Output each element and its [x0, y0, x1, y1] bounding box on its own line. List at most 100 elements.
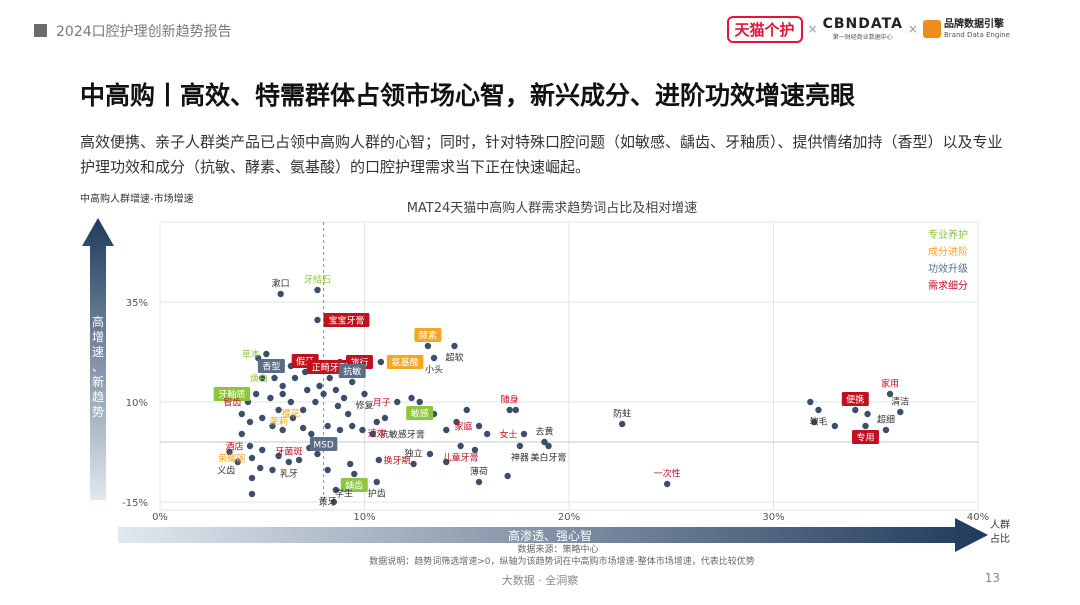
- data-point: [373, 478, 380, 486]
- data-point: [424, 342, 432, 350]
- data-label: 荣耀碗: [218, 452, 245, 464]
- data-point: [259, 446, 266, 454]
- data-label: 酒店: [225, 440, 243, 452]
- data-label: 抗敏感牙膏: [380, 428, 425, 440]
- data-point: [334, 402, 342, 410]
- data-point: [279, 426, 286, 434]
- data-point: [426, 450, 434, 458]
- data-point: [324, 466, 331, 474]
- data-point: [430, 354, 438, 362]
- data-point: [463, 406, 470, 414]
- data-label: 家庭: [455, 420, 473, 432]
- data-point: [299, 406, 307, 414]
- data-point: [375, 456, 383, 464]
- data-point: [864, 410, 871, 418]
- data-label-box: [323, 313, 370, 327]
- data-label: 超细: [877, 413, 895, 425]
- data-point: [381, 414, 389, 422]
- data-point: [285, 458, 293, 466]
- data-label: 义齿: [217, 465, 235, 476]
- data-label: 美白牙膏: [531, 451, 567, 463]
- y-tick-label: 35%: [126, 298, 148, 309]
- data-point: [349, 378, 356, 386]
- data-point: [541, 438, 548, 446]
- brand-data-engine-subtitle: Brand Data Engine: [943, 31, 1010, 39]
- data-label-box: [340, 478, 368, 492]
- x-axis-title-line1: 人群: [990, 518, 1010, 531]
- brand-data-engine-logo: 品牌数据引擎 Brand Data Engine: [922, 19, 1010, 39]
- data-point: [291, 374, 299, 382]
- data-label: 便携: [846, 393, 864, 405]
- data-point: [484, 430, 491, 438]
- y-tick-label: -15%: [122, 498, 148, 509]
- data-point: [504, 472, 511, 480]
- data-point: [831, 422, 839, 430]
- data-label-box: [406, 406, 434, 420]
- data-point: [246, 418, 254, 426]
- data-point: [394, 398, 401, 406]
- y-arrow-label: 高增速、新趋势: [92, 314, 104, 419]
- x-tick-label: 10%: [353, 512, 375, 523]
- data-label-box: [386, 355, 424, 369]
- x-tick-label: 20%: [558, 512, 580, 523]
- data-label-box: [257, 359, 285, 373]
- data-label: 修复: [355, 399, 373, 411]
- data-point: [326, 374, 333, 382]
- data-label: 护齿: [368, 487, 386, 499]
- data-point: [238, 410, 245, 418]
- legend-item: 需求细分: [928, 279, 968, 292]
- data-label-box: [213, 387, 251, 401]
- data-point: [259, 414, 266, 422]
- data-label: 女士: [500, 428, 518, 440]
- data-point: [330, 498, 338, 506]
- data-label: 智齿: [223, 396, 241, 408]
- data-label: 抗敏: [343, 365, 361, 377]
- data-label: 漱口: [272, 278, 290, 289]
- data-point: [807, 398, 814, 406]
- data-point: [271, 374, 278, 382]
- data-point: [453, 418, 460, 426]
- cbndata-logo-subtitle: 第一财经商业数据中心: [832, 34, 893, 41]
- data-point: [279, 382, 286, 390]
- logo-separator: ×: [807, 22, 818, 36]
- data-label: 随身: [501, 393, 519, 405]
- x-arrow: [118, 518, 988, 552]
- data-label: 宝宝牙膏: [328, 314, 364, 326]
- data-point: [520, 430, 528, 438]
- data-point: [359, 426, 366, 434]
- data-label: 学生: [335, 487, 353, 499]
- data-label: 乳牙: [280, 467, 298, 479]
- data-point: [308, 430, 315, 438]
- data-point: [314, 316, 321, 324]
- data-point: [252, 390, 260, 398]
- data-point: [257, 464, 264, 472]
- data-label: 草本: [242, 348, 260, 360]
- data-point: [324, 422, 331, 430]
- data-point: [332, 386, 340, 394]
- chart-source: 数据来源：策略中心: [517, 543, 598, 555]
- x-tick-label: 30%: [762, 512, 784, 523]
- chart-note: 数据说明：趋势词筛选增速>0，纵轴为该趋势词在中高购市场增速-整体市场增速，代表…: [369, 555, 755, 567]
- data-label-box: [841, 392, 869, 406]
- data-point: [408, 394, 415, 402]
- data-point: [377, 358, 385, 366]
- data-point: [234, 458, 241, 466]
- data-point: [416, 398, 423, 406]
- data-point: [852, 406, 859, 414]
- cbndata-logo-name: CBNDATA: [822, 16, 903, 32]
- data-point: [275, 452, 282, 460]
- data-point: [618, 420, 626, 428]
- data-point: [238, 430, 245, 438]
- data-label: 牙菌斑: [275, 445, 302, 457]
- data-point: [512, 406, 520, 414]
- data-label: 假牙: [296, 356, 314, 367]
- data-point: [289, 414, 297, 422]
- data-label-box: [338, 364, 366, 378]
- data-point: [882, 426, 890, 434]
- data-point: [295, 456, 303, 464]
- tmall-logo: 天猫个护: [726, 15, 803, 43]
- data-point: [277, 290, 284, 298]
- data-point: [346, 460, 354, 468]
- data-point: [344, 410, 352, 418]
